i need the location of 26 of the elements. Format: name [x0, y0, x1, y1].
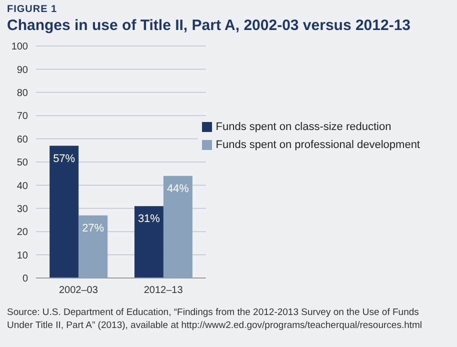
data-label: 44%: [166, 182, 190, 195]
y-tick-label: 0: [22, 274, 28, 285]
bar: [78, 215, 108, 278]
y-tick-label: 70: [16, 111, 28, 122]
data-label: 27%: [82, 222, 104, 234]
y-tick-label: 20: [16, 227, 28, 238]
data-label: 31%: [138, 213, 160, 226]
y-tick-label: 60: [16, 134, 28, 146]
legend-label: Funds spent on professional development: [216, 139, 420, 151]
y-tick-label: 50: [16, 158, 28, 169]
legend-label: Funds spent on class-size reduction: [216, 121, 392, 133]
chart-subtitle: FIGURE 1: [7, 4, 58, 15]
y-tick-label: 100: [11, 42, 28, 53]
data-label: 57%: [53, 152, 76, 165]
y-tick-label: 90: [16, 64, 28, 76]
bar: [163, 176, 192, 278]
x-tick-label: 2002–03: [58, 285, 98, 296]
y-tick-label: 80: [16, 88, 28, 99]
x-tick-label: 2012–13: [144, 285, 184, 296]
bar: [134, 206, 164, 278]
source-note: Source: U.S. Department of Education, “Findings from the 2012-2013 Survey on the Use of Funds Under Title II, Part A” (2013), available at http://www2.ed.gov/programs/teacherqual/resources.html: [7, 306, 424, 332]
y-tick-label: 30: [16, 204, 28, 215]
chart-title: Changes in use of Title II, Part A, 2002-03 versus 2012-13: [7, 17, 411, 34]
y-tick-label: 10: [16, 250, 28, 262]
bar: [50, 146, 79, 278]
y-tick-label: 40: [16, 180, 28, 192]
